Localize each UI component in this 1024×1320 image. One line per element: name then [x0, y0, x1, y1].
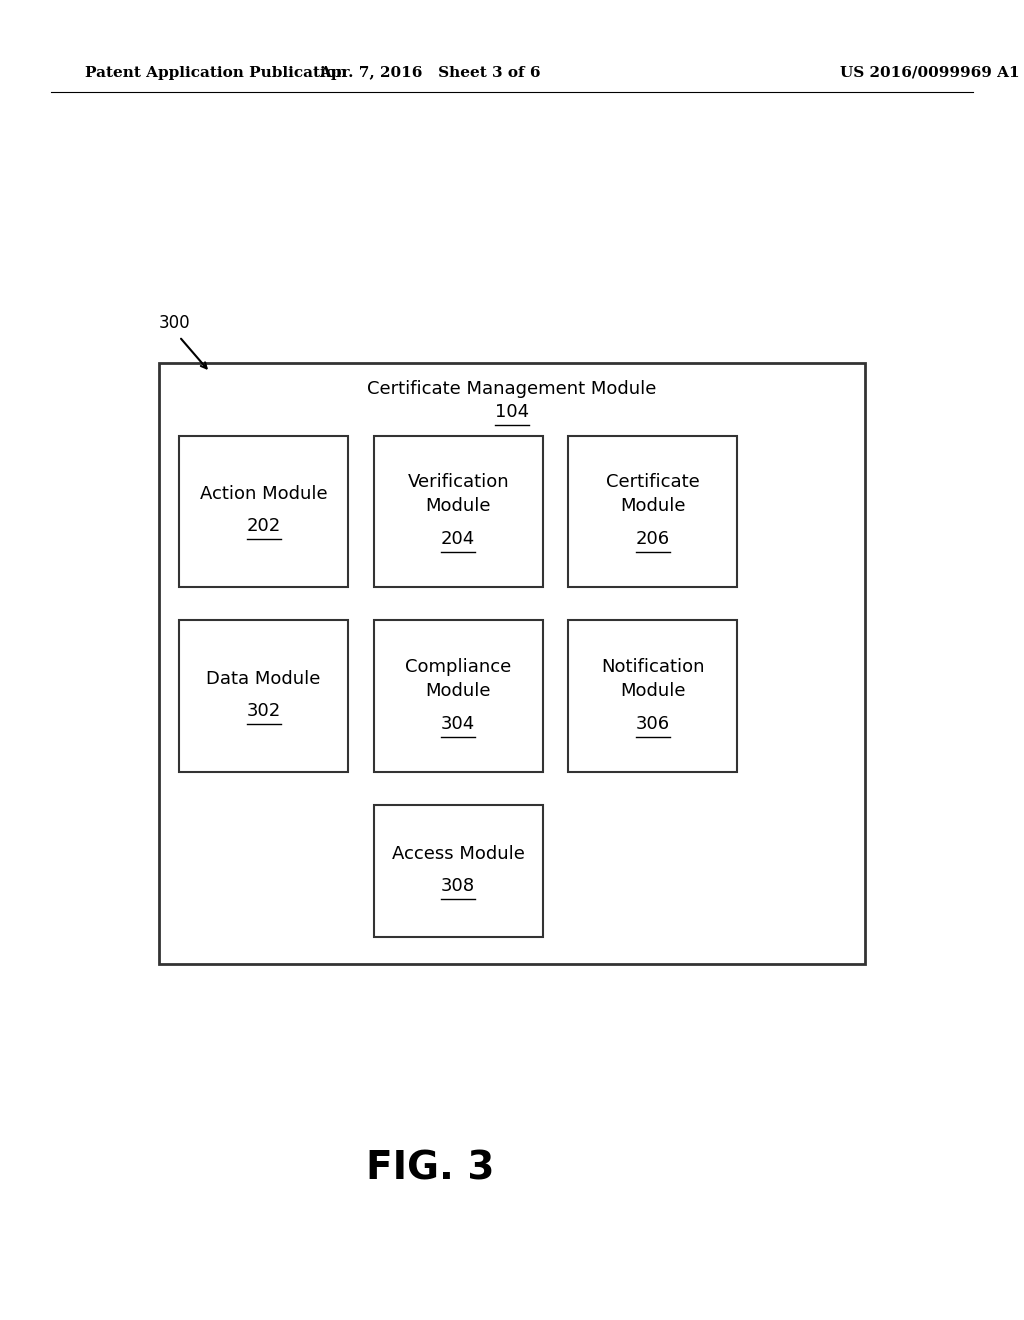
Bar — [568, 620, 737, 772]
Bar — [374, 620, 543, 772]
Text: Notification: Notification — [601, 659, 705, 676]
Text: Module: Module — [426, 498, 490, 515]
Bar — [179, 620, 348, 772]
Text: 300: 300 — [159, 314, 190, 333]
Text: Verification: Verification — [408, 474, 509, 491]
Text: Action Module: Action Module — [200, 486, 328, 503]
Text: Apr. 7, 2016   Sheet 3 of 6: Apr. 7, 2016 Sheet 3 of 6 — [319, 66, 541, 79]
Text: 302: 302 — [247, 702, 281, 719]
Text: 202: 202 — [247, 517, 281, 535]
Text: Compliance: Compliance — [406, 659, 511, 676]
Text: 306: 306 — [636, 715, 670, 733]
Bar — [159, 363, 865, 964]
Bar — [179, 436, 348, 587]
Text: Module: Module — [621, 682, 685, 700]
Text: 304: 304 — [441, 715, 475, 733]
Text: Certificate: Certificate — [606, 474, 699, 491]
Text: 308: 308 — [441, 876, 475, 895]
Text: US 2016/0099969 A1: US 2016/0099969 A1 — [840, 66, 1019, 79]
Bar — [568, 436, 737, 587]
Text: Patent Application Publication: Patent Application Publication — [85, 66, 347, 79]
Text: 206: 206 — [636, 531, 670, 548]
Text: 204: 204 — [441, 531, 475, 548]
Text: Certificate Management Module: Certificate Management Module — [368, 380, 656, 399]
Text: Data Module: Data Module — [207, 671, 321, 688]
Text: FIG. 3: FIG. 3 — [366, 1150, 495, 1187]
Bar — [374, 436, 543, 587]
Text: Module: Module — [621, 498, 685, 515]
Text: Access Module: Access Module — [392, 845, 524, 863]
Bar — [374, 805, 543, 937]
Text: 104: 104 — [495, 403, 529, 421]
Text: Module: Module — [426, 682, 490, 700]
